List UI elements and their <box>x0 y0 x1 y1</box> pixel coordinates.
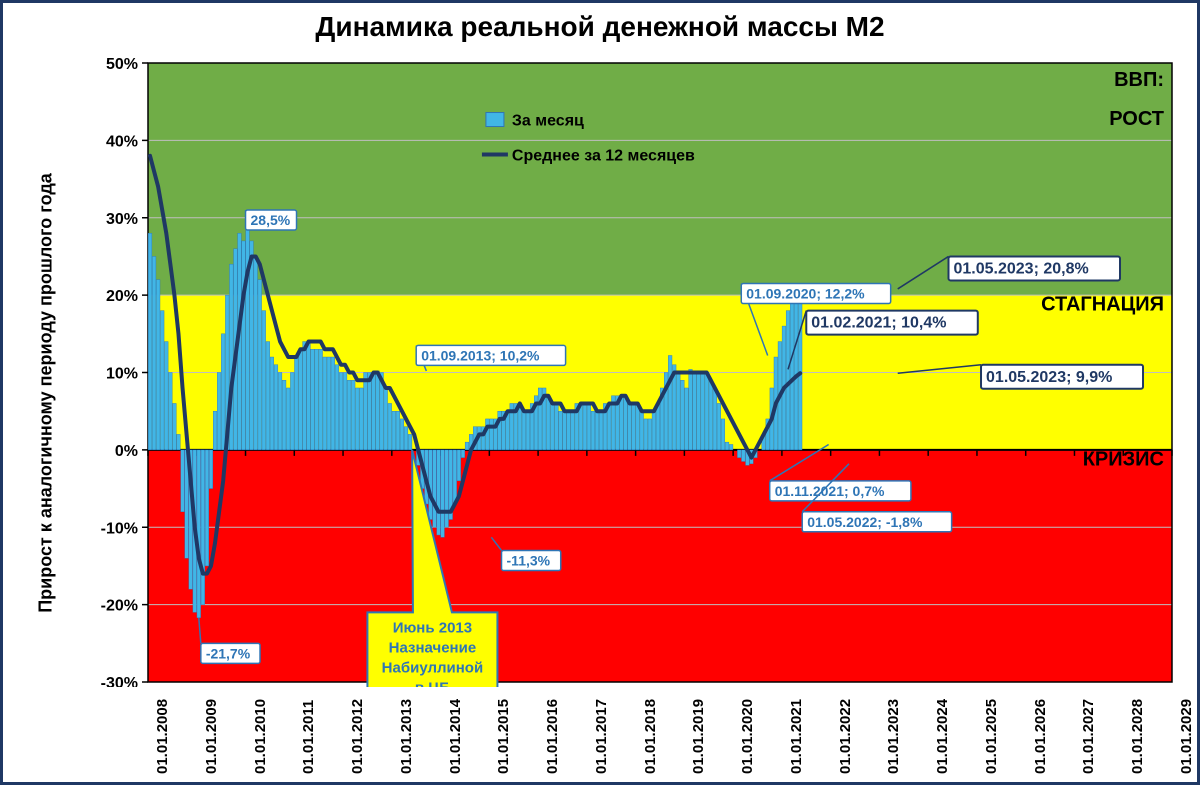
svg-text:ВВП:: ВВП: <box>1114 69 1164 91</box>
x-tick-label: 01.01.2010 <box>252 699 269 774</box>
svg-text:в ЦБ: в ЦБ <box>415 679 450 687</box>
svg-text:30%: 30% <box>106 211 138 228</box>
chart-svg: -30% -20% -10% 0% 10% 20% 30% 40% 50% ВВП: РОСТ СТА… <box>93 58 1177 687</box>
svg-text:СТАГНАЦИЯ: СТАГНАЦИЯ <box>1041 294 1164 316</box>
x-tick-label: 01.01.2021 <box>788 699 805 774</box>
x-tick-label: 01.01.2009 <box>203 699 220 774</box>
svg-text:28,5%: 28,5% <box>251 212 291 228</box>
x-tick-label: 01.01.2025 <box>983 699 1000 774</box>
svg-text:КРИЗИС: КРИЗИС <box>1083 448 1164 470</box>
svg-text:50%: 50% <box>106 58 138 73</box>
svg-text:Назначение: Назначение <box>389 639 477 656</box>
x-tick-label: 01.01.2011 <box>300 700 317 774</box>
x-tick-label: 01.01.2013 <box>398 699 415 774</box>
x-tick-labels: 01.01.2008 01.01.2009 01.01.2010 01.01.2011… <box>93 686 1177 786</box>
svg-text:Набиуллиной: Набиуллиной <box>382 659 484 676</box>
x-tick-label: 01.01.2020 <box>739 699 756 774</box>
x-tick-label: 01.01.2008 <box>154 699 171 774</box>
x-tick-label: 01.01.2014 <box>447 699 464 774</box>
svg-text:Среднее за 12 месяцев: Среднее за 12 месяцев <box>512 148 695 165</box>
x-tick-label: 01.01.2016 <box>544 699 561 774</box>
x-tick-label: 01.01.2028 <box>1129 699 1146 774</box>
x-tick-label: 01.01.2017 <box>593 699 610 774</box>
x-tick-label: 01.01.2022 <box>837 699 854 774</box>
y-axis-label: Прирост к аналогичному периоду прошлого … <box>36 173 57 613</box>
plot-area: -30% -20% -10% 0% 10% 20% 30% 40% 50% ВВП: РОСТ СТА… <box>93 58 1177 687</box>
svg-text:01.09.2013; 10,2%: 01.09.2013; 10,2% <box>421 347 540 363</box>
x-tick-label: 01.01.2027 <box>1080 699 1097 774</box>
svg-text:01.05.2022; -1,8%: 01.05.2022; -1,8% <box>807 514 923 530</box>
svg-text:10%: 10% <box>106 366 138 383</box>
svg-text:-30%: -30% <box>101 675 138 687</box>
x-tick-label: 01.01.2018 <box>642 699 659 774</box>
svg-text:Июнь 2013: Июнь 2013 <box>393 619 472 636</box>
x-tick-label: 01.01.2023 <box>885 699 902 774</box>
svg-text:0%: 0% <box>115 443 138 460</box>
svg-text:01.02.2021; 10,4%: 01.02.2021; 10,4% <box>811 315 946 332</box>
x-tick-label: 01.01.2015 <box>495 699 512 774</box>
svg-text:20%: 20% <box>106 288 138 305</box>
svg-text:За месяц: За месяц <box>512 113 584 130</box>
x-tick-label: 01.01.2026 <box>1032 699 1049 774</box>
x-tick-label: 01.01.2029 <box>1178 699 1195 774</box>
x-tick-label: 01.01.2024 <box>934 699 951 774</box>
svg-text:01.05.2023; 9,9%: 01.05.2023; 9,9% <box>986 369 1112 386</box>
svg-text:РОСТ: РОСТ <box>1109 108 1164 130</box>
svg-text:-10%: -10% <box>101 520 138 537</box>
svg-text:01.11.2021; 0,7%: 01.11.2021; 0,7% <box>775 483 885 499</box>
svg-text:01.09.2020; 12,2%: 01.09.2020; 12,2% <box>746 286 865 302</box>
y-ticks: -30% -20% -10% 0% 10% 20% 30% 40% 50% <box>101 58 148 687</box>
x-tick-label: 01.01.2019 <box>690 699 707 774</box>
svg-text:40%: 40% <box>106 133 138 150</box>
x-tick-label: 01.01.2012 <box>349 699 366 774</box>
callout: 28,5% <box>246 210 297 230</box>
svg-text:-20%: -20% <box>101 598 138 615</box>
chart-frame: Динамика реальной денежной массы М2 Прир… <box>0 0 1200 785</box>
svg-text:-21,7%: -21,7% <box>206 645 251 661</box>
chart-title: Динамика реальной денежной массы М2 <box>3 11 1197 43</box>
region-band <box>148 450 1172 682</box>
svg-text:01.05.2023; 20,8%: 01.05.2023; 20,8% <box>954 260 1089 277</box>
svg-text:-11,3%: -11,3% <box>507 552 551 568</box>
